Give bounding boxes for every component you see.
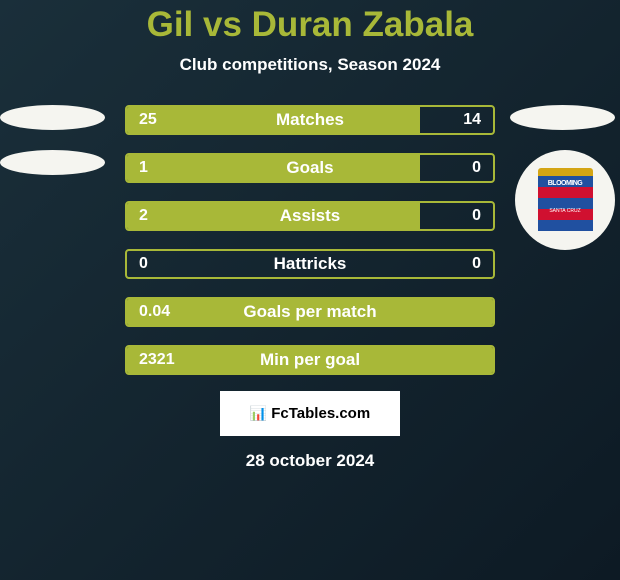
club-name: BLOOMING: [538, 180, 593, 187]
stat-right-value: 0: [472, 159, 481, 177]
stat-label: Min per goal: [260, 350, 360, 370]
stat-right-value: 0: [472, 255, 481, 273]
logo-text: FcTables.com: [271, 405, 370, 422]
stat-left-value: 2: [139, 207, 148, 225]
stat-row-goals-per-match: 0.04 Goals per match: [125, 297, 495, 327]
main-container: Gil vs Duran Zabala Club competitions, S…: [0, 0, 620, 580]
stat-row-min-per-goal: 2321 Min per goal: [125, 345, 495, 375]
stat-label: Goals per match: [243, 302, 376, 322]
stat-row-hattricks: 0 Hattricks 0: [125, 249, 495, 279]
stat-left-value: 0: [139, 255, 148, 273]
fctables-logo: 📊 FcTables.com: [220, 391, 400, 436]
shield-crown: [538, 168, 593, 176]
bar-left: [127, 155, 420, 181]
team-badge-placeholder-3: [510, 105, 615, 130]
team-badge-placeholder-1: [0, 105, 105, 130]
stats-bars: 25 Matches 14 1 Goals 0 2 Assists 0 0 Ha…: [125, 105, 495, 375]
stat-right-value: 0: [472, 207, 481, 225]
bar-left: [127, 203, 420, 229]
stat-left-value: 25: [139, 111, 157, 129]
stat-left-value: 1: [139, 159, 148, 177]
stat-left-value: 0.04: [139, 303, 170, 321]
page-title: Gil vs Duran Zabala: [147, 5, 474, 45]
stat-right-value: 14: [463, 111, 481, 129]
club-badge-blooming: BLOOMING SANTA CRUZ: [515, 150, 615, 250]
club-subname: SANTA CRUZ: [538, 208, 593, 214]
team-badge-placeholder-2: [0, 150, 105, 175]
stat-left-value: 2321: [139, 351, 175, 369]
date-text: 28 october 2024: [246, 451, 375, 471]
stat-label: Matches: [276, 110, 344, 130]
page-subtitle: Club competitions, Season 2024: [180, 55, 441, 75]
stat-row-matches: 25 Matches 14: [125, 105, 495, 135]
shield-icon: BLOOMING SANTA CRUZ: [538, 168, 593, 233]
right-team-badges: BLOOMING SANTA CRUZ: [510, 105, 620, 250]
stat-row-assists: 2 Assists 0: [125, 201, 495, 231]
left-team-badges: [0, 105, 110, 175]
chart-icon: 📊: [250, 405, 267, 422]
stat-label: Goals: [286, 158, 333, 178]
bar-left: [127, 107, 420, 133]
stat-label: Assists: [280, 206, 340, 226]
stat-label: Hattricks: [274, 254, 347, 274]
stat-row-goals: 1 Goals 0: [125, 153, 495, 183]
stats-area: 25 Matches 14 1 Goals 0 2 Assists 0 0 Ha…: [0, 105, 620, 375]
